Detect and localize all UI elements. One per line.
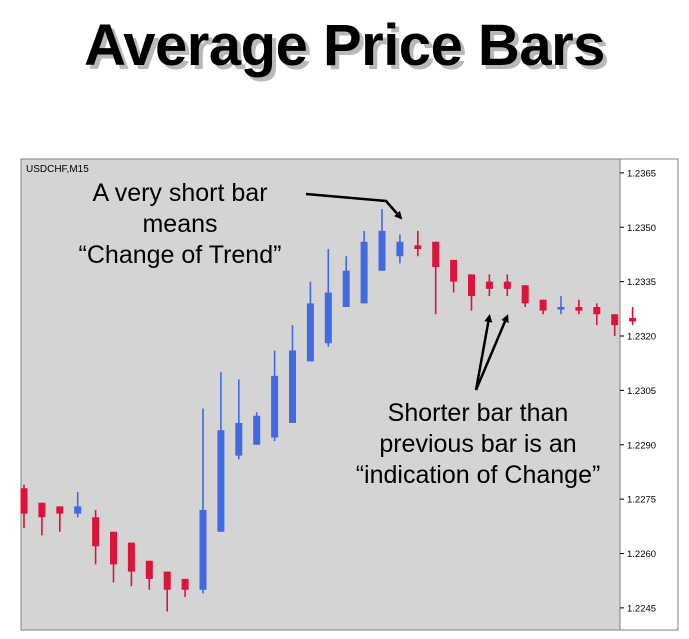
slide-title: Average Price Bars <box>84 13 605 78</box>
chart-svg: 1.2365 1.2350 1.2335 1.2320 1.2305 1.2290 1.22… <box>20 158 679 631</box>
candle <box>20 484 28 529</box>
annotation-arrows <box>305 192 509 391</box>
candle-body <box>593 307 601 315</box>
candle-body <box>253 415 261 445</box>
candles <box>20 209 637 612</box>
candle-body <box>56 506 64 514</box>
candle-body <box>199 510 207 590</box>
candle <box>342 256 350 307</box>
candle <box>324 249 332 347</box>
price-ticks: 1.2365 1.2350 1.2335 1.2320 1.2305 1.2290 1.22… <box>620 168 656 614</box>
candle <box>145 560 153 590</box>
candle <box>127 542 135 587</box>
candle-body <box>521 285 529 304</box>
candle-body <box>38 502 46 518</box>
price-tick-label: 1.2320 <box>627 332 656 343</box>
candle <box>557 296 565 315</box>
candle <box>253 412 261 445</box>
candle-body <box>485 281 493 289</box>
candle-body <box>74 506 82 514</box>
price-tick-label: 1.2245 <box>627 603 656 614</box>
price-tick-label: 1.2290 <box>627 440 656 451</box>
candle-body <box>145 560 153 579</box>
candle <box>74 491 82 518</box>
candle-body <box>557 307 565 310</box>
candle-body <box>342 270 350 307</box>
candle <box>163 571 171 612</box>
candle-body <box>181 578 189 590</box>
candle-body <box>163 571 171 590</box>
candlestick-chart: 1.2365 1.2350 1.2335 1.2320 1.2305 1.2290 1.22… <box>20 158 680 634</box>
candle-body <box>271 375 279 438</box>
annotation-line: previous bar is an <box>379 430 577 458</box>
candle <box>503 274 511 297</box>
price-tick-label: 1.2350 <box>627 223 656 234</box>
candle <box>485 274 493 297</box>
candle-body <box>432 241 440 268</box>
annotation-change-of-trend: A very short bar means “Change of Trend” <box>60 178 300 271</box>
candle-body <box>539 299 547 311</box>
candle <box>271 350 279 442</box>
annotation-line: Shorter bar than <box>387 399 569 427</box>
candle-body <box>217 430 225 532</box>
arrow-to-shorter-bar <box>474 314 493 391</box>
candle-body <box>378 230 386 271</box>
candle-body <box>611 314 619 326</box>
price-tick-label: 1.2260 <box>627 549 656 560</box>
candle-body <box>306 303 314 362</box>
candle-body <box>396 241 404 257</box>
candle <box>199 408 207 594</box>
annotation-line: A very short bar <box>92 179 268 207</box>
candle <box>306 281 314 362</box>
candle-body <box>468 274 475 297</box>
candle <box>38 502 46 536</box>
candle <box>289 325 296 423</box>
candle <box>92 510 100 565</box>
candle <box>235 379 243 460</box>
price-tick-label: 1.2305 <box>627 386 656 397</box>
candle-body <box>289 350 296 423</box>
candle <box>629 307 637 326</box>
candle-body <box>235 423 243 456</box>
price-tick-label: 1.2335 <box>627 277 656 288</box>
annotation-indication-of-change: Shorter bar than previous bar is an “ind… <box>338 398 618 491</box>
candle-body <box>92 517 100 547</box>
candle-body <box>575 307 583 311</box>
candle <box>450 259 458 293</box>
candle-body <box>414 245 422 249</box>
candle <box>181 578 189 597</box>
annotation-line: “Change of Trend” <box>78 241 282 269</box>
annotation-line: “indication of Change” <box>355 461 601 489</box>
candle <box>521 285 529 307</box>
candle <box>432 241 440 315</box>
symbol-label: USDCHF,M15 <box>26 164 89 175</box>
candle <box>611 314 619 336</box>
price-tick-label: 1.2365 <box>627 168 656 179</box>
candle <box>396 234 404 264</box>
candle <box>56 506 64 532</box>
candle <box>217 372 225 532</box>
candle-body <box>20 488 28 514</box>
candle <box>360 230 368 304</box>
candle-body <box>110 531 117 565</box>
candle <box>539 299 547 315</box>
arrow-to-shorter-bar <box>474 314 509 391</box>
candle <box>110 531 117 583</box>
candle <box>468 274 475 311</box>
price-axis <box>619 158 679 631</box>
plot-area <box>20 158 621 631</box>
candle <box>575 299 583 315</box>
candle-body <box>629 317 637 322</box>
candle-body <box>360 241 368 304</box>
candle-body <box>450 259 458 282</box>
candle-body <box>503 281 511 289</box>
arrow-to-short-bar <box>305 192 403 220</box>
candle-body <box>127 542 135 572</box>
annotation-line: means <box>142 210 218 238</box>
candle-body <box>324 292 332 344</box>
candle <box>414 230 422 257</box>
price-tick-label: 1.2275 <box>627 495 656 506</box>
candle <box>593 303 601 326</box>
candle <box>378 209 386 271</box>
